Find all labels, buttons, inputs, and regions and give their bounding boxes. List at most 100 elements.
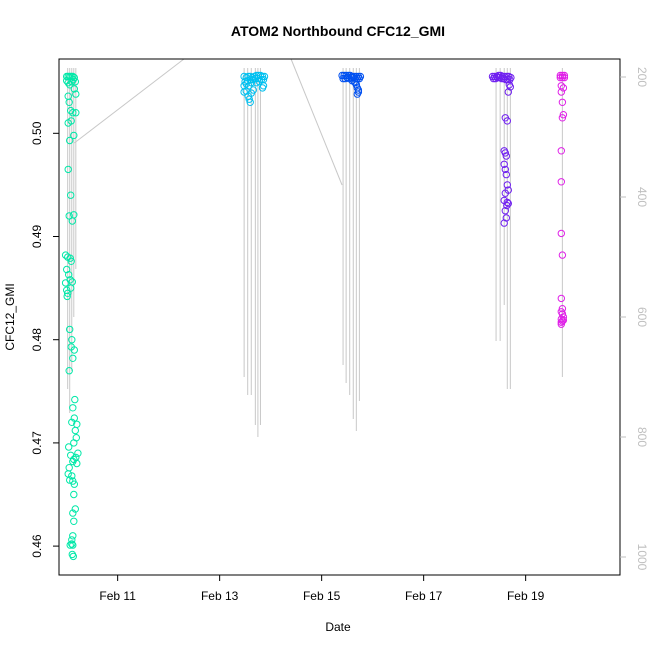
data-point [500, 160, 508, 169]
right-tick-label: 200 [635, 67, 649, 87]
data-point [69, 75, 78, 84]
data-point [558, 114, 567, 122]
data-point [354, 86, 363, 94]
data-point [557, 178, 565, 186]
data-point [252, 79, 261, 87]
data-point [503, 198, 511, 207]
altitude-transit-line [73, 58, 185, 144]
data-point [65, 464, 73, 472]
data-point [557, 320, 565, 328]
data-point [66, 325, 74, 334]
data-point [67, 106, 75, 115]
data-point [506, 75, 514, 84]
data-point [242, 87, 250, 95]
data-point [71, 426, 80, 435]
y-tick-label: 0.50 [30, 121, 44, 145]
chart-title: ATOM2 Northbound CFC12_GMI [231, 23, 445, 39]
data-point [504, 75, 512, 84]
data-point [68, 336, 76, 344]
data-point [501, 189, 509, 197]
data-point [557, 318, 565, 326]
data-point [502, 152, 510, 160]
data-point [503, 201, 511, 210]
right-tick-label: 1000 [635, 544, 649, 571]
data-point [70, 517, 78, 525]
right-tick-label: 600 [635, 307, 649, 327]
y-axis-label: CFC12_GMI [3, 283, 17, 350]
data-point [558, 98, 567, 107]
data-point [67, 284, 75, 292]
data-point [66, 136, 74, 145]
x-axis-label: Date [325, 620, 351, 634]
data-point [69, 541, 77, 549]
x-tick-label: Feb 15 [303, 589, 341, 603]
data-point [500, 219, 508, 227]
x-tick-label: Feb 13 [201, 589, 239, 603]
data-point [66, 254, 74, 262]
data-points [61, 71, 569, 561]
data-point [501, 149, 509, 157]
data-point [504, 88, 512, 96]
data-point [247, 79, 256, 87]
data-point [557, 88, 565, 96]
data-point [66, 276, 74, 284]
data-point [68, 536, 76, 544]
data-point [559, 316, 568, 324]
data-point [68, 418, 76, 426]
data-point [556, 71, 564, 80]
data-point [69, 509, 77, 517]
y-tick-label: 0.46 [30, 534, 44, 558]
data-point [74, 449, 82, 457]
data-point [69, 354, 77, 362]
right-axis: 200 400 600 800 1000 [620, 67, 649, 571]
altitude-track [67, 58, 563, 437]
data-point [65, 367, 73, 375]
x-tick-label: Feb 17 [405, 589, 443, 603]
data-point [66, 541, 74, 549]
data-point [70, 490, 78, 499]
x-axis: Feb 11 Feb 13 Feb 15 Feb 17 Feb 19 [99, 575, 545, 603]
data-point [557, 147, 565, 155]
data-point [70, 346, 79, 354]
data-point [71, 78, 80, 86]
data-point [246, 98, 254, 107]
data-point [249, 86, 258, 94]
data-point [559, 111, 568, 119]
data-point [501, 207, 509, 215]
data-point [69, 404, 77, 412]
data-point [69, 532, 77, 540]
data-point [69, 477, 77, 485]
data-point [503, 117, 511, 125]
data-point [557, 294, 565, 303]
data-point [559, 84, 568, 92]
data-point [70, 414, 79, 422]
data-point [71, 505, 80, 513]
data-point [69, 457, 77, 466]
data-point [68, 78, 76, 86]
data-point [72, 90, 80, 98]
plot-frame [58, 58, 621, 576]
data-point [242, 80, 250, 88]
data-point [63, 292, 71, 301]
y-axis: 0.46 0.47 0.48 0.49 0.50 [30, 121, 59, 558]
data-point [67, 257, 75, 265]
data-point [72, 109, 80, 117]
data-point [70, 131, 78, 140]
data-point [556, 73, 564, 82]
data-point [65, 443, 73, 451]
data-point [558, 73, 567, 82]
data-point [558, 317, 567, 325]
data-point [504, 199, 512, 208]
data-point [560, 73, 569, 82]
data-point [502, 75, 510, 84]
data-point [64, 92, 72, 100]
data-point [503, 181, 511, 189]
data-point [68, 472, 76, 480]
data-point [62, 265, 71, 274]
data-point [64, 165, 72, 174]
data-point [259, 82, 268, 90]
data-point [66, 476, 74, 484]
data-point [255, 78, 264, 86]
data-point [558, 305, 567, 313]
